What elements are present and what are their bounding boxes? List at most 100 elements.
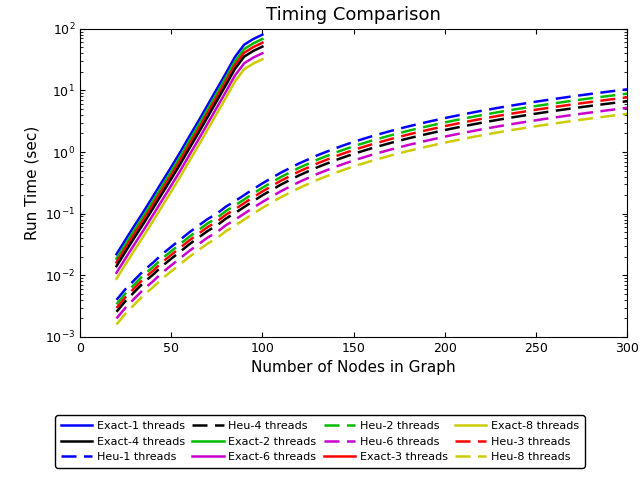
Exact-1 threads — [231, 54, 239, 60]
Exact-4 threads — [213, 98, 221, 104]
Heu-8 threads — [277, 195, 285, 200]
Heu-1 threads — [122, 286, 129, 292]
Heu-3 threads — [460, 120, 467, 125]
Heu-4 threads — [295, 173, 303, 178]
Heu-1 threads — [149, 260, 157, 266]
Exact-8 threads — [149, 218, 157, 224]
Heu-2 threads — [332, 150, 339, 155]
Heu-6 threads — [204, 235, 211, 240]
Heu-4 threads — [423, 131, 431, 137]
Heu-1 threads — [195, 223, 202, 228]
Heu-2 threads — [149, 264, 157, 270]
Heu-4 threads — [195, 235, 202, 240]
Heu-8 threads — [168, 269, 175, 274]
Exact-1 threads — [177, 149, 184, 155]
Heu-3 threads — [387, 136, 394, 142]
Heu-8 threads — [222, 228, 230, 234]
Exact-3 threads — [250, 44, 257, 50]
Heu-3 threads — [441, 123, 449, 129]
Heu-4 threads — [550, 108, 558, 114]
Exact-6 threads — [122, 255, 129, 261]
Exact-6 threads — [177, 168, 184, 174]
Heu-2 threads — [295, 165, 303, 171]
Heu-6 threads — [423, 138, 431, 143]
Heu-1 threads — [441, 115, 449, 121]
Heu-6 threads — [477, 127, 485, 132]
Heu-4 threads — [168, 256, 175, 261]
Heu-4 threads — [250, 198, 257, 204]
Heu-1 threads — [113, 297, 120, 303]
Heu-3 threads — [368, 141, 376, 147]
Heu-4 threads — [569, 106, 577, 111]
Exact-2 threads — [158, 183, 166, 189]
Heu-3 threads — [168, 252, 175, 258]
Heu-6 threads — [605, 107, 613, 113]
Exact-8 threads — [177, 174, 184, 179]
Heu-4 threads — [350, 151, 358, 157]
Heu-3 threads — [587, 99, 595, 105]
Exact-6 threads — [140, 227, 148, 232]
Heu-3 threads — [605, 97, 613, 102]
Heu-1 threads — [404, 123, 412, 129]
Heu-4 threads — [605, 101, 613, 107]
Heu-8 threads — [387, 153, 394, 159]
Exact-6 threads — [168, 183, 175, 188]
Heu-8 threads — [213, 235, 221, 241]
Heu-3 threads — [623, 95, 631, 100]
Heu-2 threads — [259, 185, 266, 191]
Heu-1 threads — [204, 216, 211, 222]
Heu-1 threads — [158, 251, 166, 257]
Exact-2 threads — [195, 122, 202, 128]
Exact-8 threads — [250, 61, 257, 66]
Exact-8 threads — [140, 233, 148, 239]
Heu-4 threads — [241, 204, 248, 210]
Heu-1 threads — [222, 204, 230, 209]
Heu-4 threads — [514, 114, 522, 120]
Heu-1 threads — [368, 133, 376, 139]
Line: Heu-6 threads: Heu-6 threads — [116, 108, 627, 318]
Exact-3 threads — [213, 94, 221, 100]
Heu-8 threads — [514, 126, 522, 132]
Heu-1 threads — [277, 170, 285, 176]
Heu-8 threads — [259, 205, 266, 211]
Heu-1 threads — [231, 198, 239, 204]
Exact-2 threads — [149, 198, 157, 204]
Exact-6 threads — [149, 212, 157, 218]
Heu-4 threads — [332, 157, 339, 163]
Line: Heu-3 threads: Heu-3 threads — [116, 98, 627, 308]
Heu-3 threads — [231, 206, 239, 212]
Heu-6 threads — [569, 112, 577, 118]
Heu-6 threads — [177, 255, 184, 261]
Exact-3 threads — [122, 245, 129, 250]
Heu-1 threads — [460, 111, 467, 117]
Heu-8 threads — [441, 140, 449, 145]
Heu-6 threads — [532, 118, 540, 123]
Exact-4 threads — [140, 220, 148, 226]
Heu-6 threads — [140, 286, 148, 292]
Heu-4 threads — [231, 210, 239, 216]
Exact-1 threads — [113, 251, 120, 257]
Heu-2 threads — [350, 143, 358, 149]
Heu-3 threads — [149, 268, 157, 274]
Exact-4 threads — [231, 66, 239, 72]
Exact-1 threads — [250, 36, 257, 42]
Heu-6 threads — [168, 262, 175, 268]
Exact-2 threads — [177, 153, 184, 159]
Exact-8 threads — [259, 56, 266, 62]
Heu-6 threads — [368, 152, 376, 158]
Y-axis label: Run Time (sec): Run Time (sec) — [24, 126, 39, 240]
Heu-6 threads — [441, 134, 449, 140]
Heu-4 threads — [587, 103, 595, 109]
Heu-1 threads — [295, 161, 303, 166]
Heu-4 threads — [177, 249, 184, 254]
Line: Heu-1 threads: Heu-1 threads — [116, 89, 627, 300]
Heu-4 threads — [131, 289, 139, 294]
Exact-8 threads — [241, 66, 248, 72]
Heu-1 threads — [213, 211, 221, 217]
Heu-3 threads — [195, 231, 202, 237]
Exact-3 threads — [168, 172, 175, 178]
Exact-8 threads — [158, 203, 166, 209]
Heu-1 threads — [496, 105, 504, 110]
Line: Heu-2 threads: Heu-2 threads — [116, 94, 627, 304]
Heu-6 threads — [131, 295, 139, 301]
